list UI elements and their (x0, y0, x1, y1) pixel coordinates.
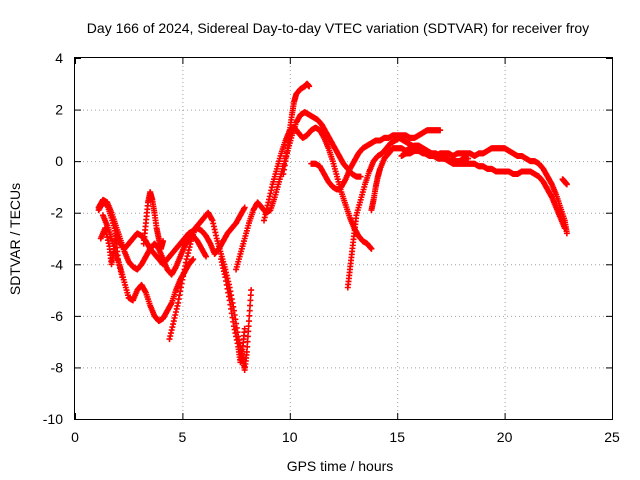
data-point (246, 307, 253, 314)
y-tick-label: -2 (51, 205, 64, 221)
series-arc-5 (97, 225, 126, 281)
data-point (203, 253, 210, 260)
data-marks (95, 80, 570, 374)
y-tick-label: 2 (55, 102, 63, 118)
series-arc-11 (308, 127, 444, 193)
y-tick-label: -10 (43, 411, 63, 427)
data-point (245, 323, 252, 330)
data-point (563, 181, 570, 188)
x-tick-label: 15 (389, 429, 405, 445)
data-point (244, 338, 251, 345)
chart-title: Day 166 of 2024, Sidereal Day-to-day VTE… (87, 20, 589, 36)
x-tick-label: 10 (282, 429, 298, 445)
data-point (241, 325, 248, 332)
y-tick-label: 0 (55, 153, 63, 169)
data-point (119, 274, 126, 281)
data-point (247, 302, 254, 309)
y-tick-label: -8 (51, 359, 64, 375)
plot-frame (74, 57, 613, 420)
series-arc-7 (218, 256, 248, 366)
series-arc-4 (140, 189, 167, 252)
data-point (368, 245, 375, 252)
data-point (247, 297, 254, 304)
data-point (241, 204, 248, 211)
data-point (244, 333, 251, 340)
data-point (465, 155, 472, 162)
series-arc-10 (261, 124, 375, 252)
series-arc-14 (398, 145, 570, 237)
data-point (437, 127, 444, 134)
y-axis-label: SDTVAR / TECUs (7, 183, 23, 295)
data-point (245, 318, 252, 325)
data-point (245, 328, 252, 335)
y-tick-label: -4 (51, 256, 64, 272)
data-point (247, 292, 254, 299)
data-point (244, 343, 251, 350)
data-point (563, 230, 570, 237)
y-axis-ticks: -10 -8 -6 -4 -2 0 2 4 (43, 50, 612, 427)
data-point (246, 312, 253, 319)
data-point (357, 173, 364, 180)
data-point (306, 83, 313, 90)
series-arc-15 (559, 176, 570, 188)
x-tick-label: 5 (179, 429, 187, 445)
y-tick-label: -6 (51, 308, 64, 324)
data-point (190, 256, 197, 263)
x-tick-label: 25 (604, 429, 620, 445)
series-arc-6 (166, 209, 255, 374)
x-axis-label: GPS time / hours (287, 458, 394, 474)
x-tick-label: 0 (71, 429, 79, 445)
series-arc-2 (95, 196, 210, 278)
x-tick-label: 20 (497, 429, 513, 445)
grid-lines (75, 58, 612, 419)
x-axis-ticks: 0 5 10 15 20 25 (71, 58, 620, 445)
data-point (160, 238, 167, 245)
data-point (248, 287, 255, 294)
y-tick-label: 4 (55, 50, 63, 66)
